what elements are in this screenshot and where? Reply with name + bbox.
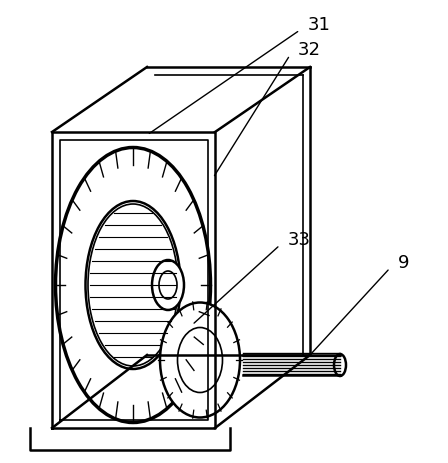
Text: 9: 9 bbox=[398, 254, 409, 272]
Text: 33: 33 bbox=[288, 231, 311, 249]
Ellipse shape bbox=[334, 354, 346, 376]
Text: 31: 31 bbox=[308, 16, 331, 34]
Ellipse shape bbox=[160, 302, 240, 418]
Ellipse shape bbox=[88, 204, 178, 366]
Text: 32: 32 bbox=[298, 41, 321, 59]
Ellipse shape bbox=[177, 327, 223, 393]
Ellipse shape bbox=[86, 201, 181, 369]
Ellipse shape bbox=[159, 271, 177, 299]
Ellipse shape bbox=[152, 260, 184, 310]
